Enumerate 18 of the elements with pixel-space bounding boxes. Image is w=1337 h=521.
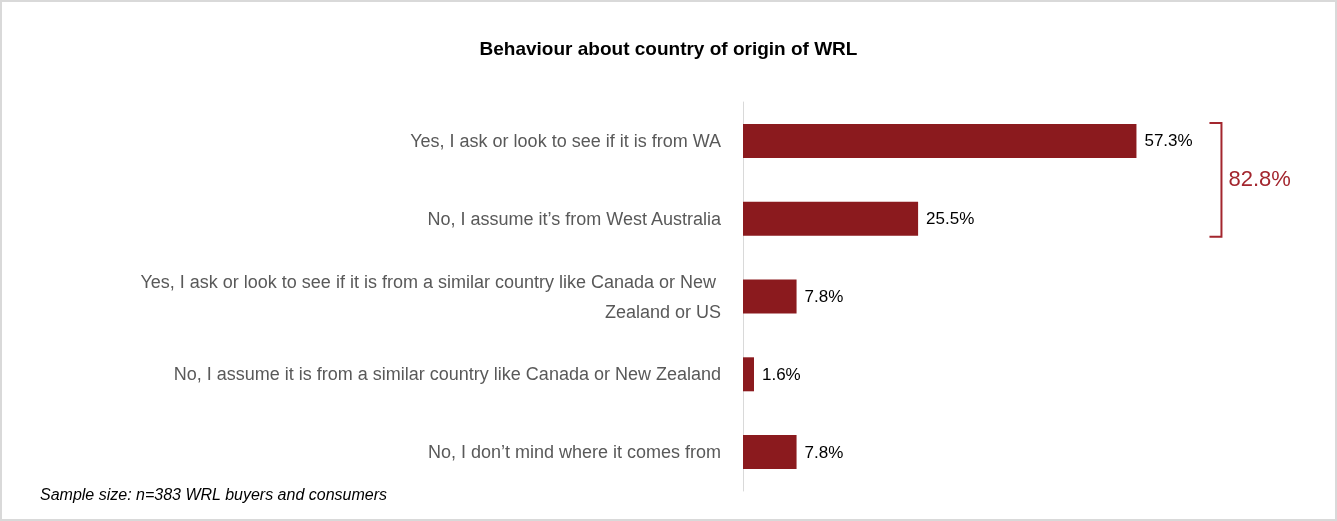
bar [743,357,754,392]
bar [743,123,1137,158]
bar [743,435,797,470]
data-label: 25.5% [926,209,975,229]
data-label: 57.3% [1144,131,1193,151]
bar [743,279,797,314]
data-label: 7.8% [804,287,844,306]
y-tick-label: Yes, I ask or look to see if it is from WA [410,130,721,151]
y-tick-label: No, I don’t mind where it comes from [427,442,721,463]
y-tick-label: No, I assume it’s from West Australia [427,208,722,229]
text: 82.8% [1228,165,1291,192]
data-label: 7.8% [804,442,844,462]
text: Sample size: n=383 WRL buyers and consumers [40,486,387,504]
chart-title: Behaviour about country of origin of WRL [479,38,858,59]
y-tick-label: Yes, I ask or look to see if it is from a similar country like Canada or New Zealand or US [140,271,721,322]
y-tick-label: No, I assume it is from a similar country like Canada or New Zealand [173,364,721,385]
bar [743,201,919,236]
data-label: 1.6% [761,364,801,384]
